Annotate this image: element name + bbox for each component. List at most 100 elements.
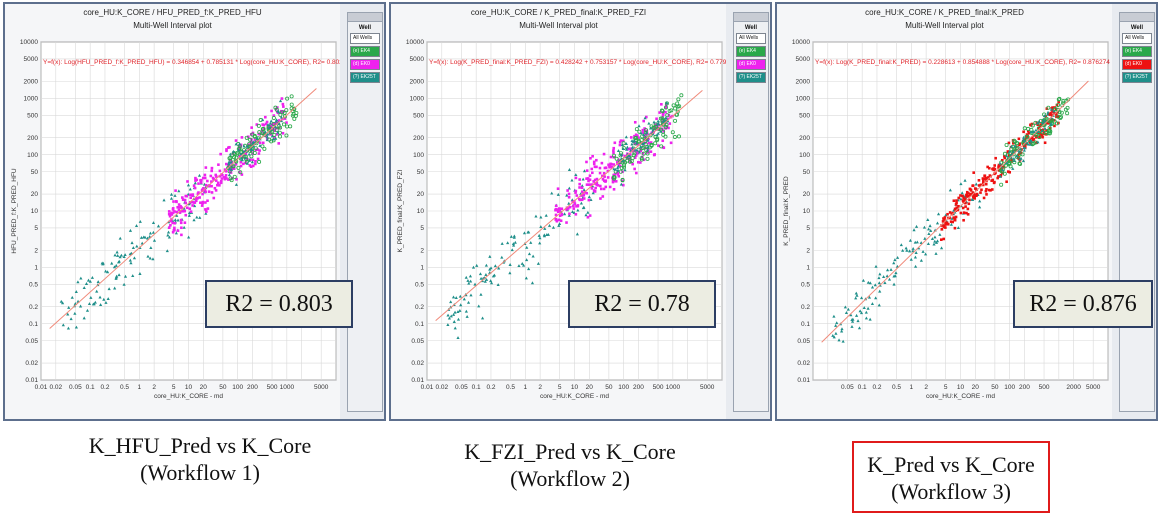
y-tick-label: 5000 [796, 56, 811, 63]
legend-item-ek25t[interactable]: (?) EK25T [1122, 72, 1152, 83]
data-point [148, 256, 152, 260]
legend-item-ek0[interactable]: (d) EK0 [1122, 59, 1152, 70]
data-point [621, 141, 626, 146]
legend-item-ek0[interactable]: (d) EK0 [736, 59, 766, 70]
data-point [656, 131, 660, 135]
data-point [633, 120, 637, 124]
data-point [664, 110, 667, 114]
data-point [1056, 115, 1060, 118]
data-point [1056, 103, 1061, 108]
data-point [102, 297, 106, 301]
legend-item-all-wells[interactable]: All Wells [350, 33, 380, 44]
scatter-plot-3[interactable]: 10000 5000 2000 1000 500 200 100 50 20 10 5 2 1 0.5 0.… [777, 4, 1112, 419]
scatter-plot-2[interactable]: 100005000200010005002001005020105210.50.… [391, 4, 726, 419]
data-point [98, 295, 102, 299]
data-point [914, 224, 919, 228]
data-point [1012, 138, 1017, 143]
data-point [962, 211, 966, 214]
data-point [956, 226, 960, 230]
data-point [1022, 130, 1025, 134]
data-point [244, 135, 249, 140]
data-point [955, 206, 958, 209]
data-point [655, 117, 658, 121]
plot-subtitle-2: Multi-Well Interval plot [519, 21, 598, 30]
data-point [957, 196, 961, 200]
data-point [557, 207, 561, 210]
data-point [76, 280, 80, 284]
data-point [901, 248, 905, 252]
data-point [1031, 141, 1036, 146]
data-point [271, 121, 276, 126]
data-point [601, 195, 605, 198]
data-point [942, 224, 946, 227]
data-point [189, 193, 192, 197]
data-point [284, 133, 289, 138]
legend-item-ek0[interactable]: (d) EK0 [350, 59, 380, 70]
data-point [210, 166, 214, 170]
legend-item-ek4[interactable]: (e) EK4 [350, 46, 380, 57]
data-point [247, 141, 252, 146]
legend-item-ek4[interactable]: (e) EK4 [736, 46, 766, 57]
data-point [580, 186, 584, 190]
data-point [273, 105, 278, 110]
data-point [228, 152, 232, 156]
legend-item-all-wells[interactable]: All Wells [736, 33, 766, 44]
data-point [173, 226, 176, 230]
data-point [447, 316, 451, 320]
data-point [1037, 126, 1041, 130]
data-point [229, 167, 233, 171]
data-point [1037, 119, 1041, 123]
data-point [211, 176, 215, 180]
legend-item-ek4[interactable]: (e) EK4 [1122, 46, 1152, 57]
data-point [667, 108, 672, 113]
x-tick-label: 500 [1039, 384, 1050, 391]
data-point [1046, 128, 1051, 133]
data-point [453, 310, 457, 314]
data-point [658, 111, 661, 114]
data-point [456, 310, 460, 313]
scatter-plot-1[interactable]: 100005000200010005002001005020105210.50.… [5, 4, 340, 419]
data-point [177, 203, 181, 206]
legend-item-all-wells[interactable]: All Wells [1122, 33, 1152, 44]
data-point [278, 134, 283, 139]
data-point [946, 212, 949, 216]
data-point [179, 218, 183, 222]
data-point [1011, 167, 1015, 170]
data-point [641, 151, 646, 156]
data-point [1055, 103, 1059, 107]
data-point [251, 158, 255, 162]
data-point [1041, 121, 1045, 124]
data-point [1059, 110, 1064, 115]
data-point [580, 190, 584, 194]
data-point [270, 134, 274, 138]
data-point [567, 213, 571, 217]
data-point [578, 186, 581, 189]
r2-box-1: R2 = 0.803 [205, 280, 353, 328]
data-point [547, 224, 552, 227]
data-point [559, 219, 563, 223]
data-point [471, 265, 476, 269]
data-point [850, 318, 854, 321]
data-point [1006, 170, 1010, 173]
data-point [998, 161, 1002, 165]
regression-equation: Y=f(x): Log(K_PRED_final:K_PRED) = 0.228… [815, 59, 1110, 66]
data-point [187, 235, 191, 239]
data-point [965, 195, 969, 198]
data-point [249, 154, 254, 159]
data-point [593, 178, 597, 182]
data-point [955, 199, 958, 202]
data-point [894, 271, 898, 275]
data-point [288, 124, 293, 129]
data-point [236, 165, 241, 170]
data-point [623, 160, 628, 165]
data-point [634, 154, 638, 157]
caption-3-line-1: K_Pred vs K_Core [867, 452, 1035, 477]
legend-item-ek25t[interactable]: (?) EK25T [736, 72, 766, 83]
x-tick-label: 5 [944, 384, 948, 391]
legend-item-ek25t[interactable]: (?) EK25T [350, 72, 380, 83]
data-point [662, 129, 665, 133]
data-point [235, 177, 238, 181]
x-tick-label: 5000 [700, 384, 715, 391]
data-point [529, 241, 533, 244]
data-point [854, 296, 858, 300]
